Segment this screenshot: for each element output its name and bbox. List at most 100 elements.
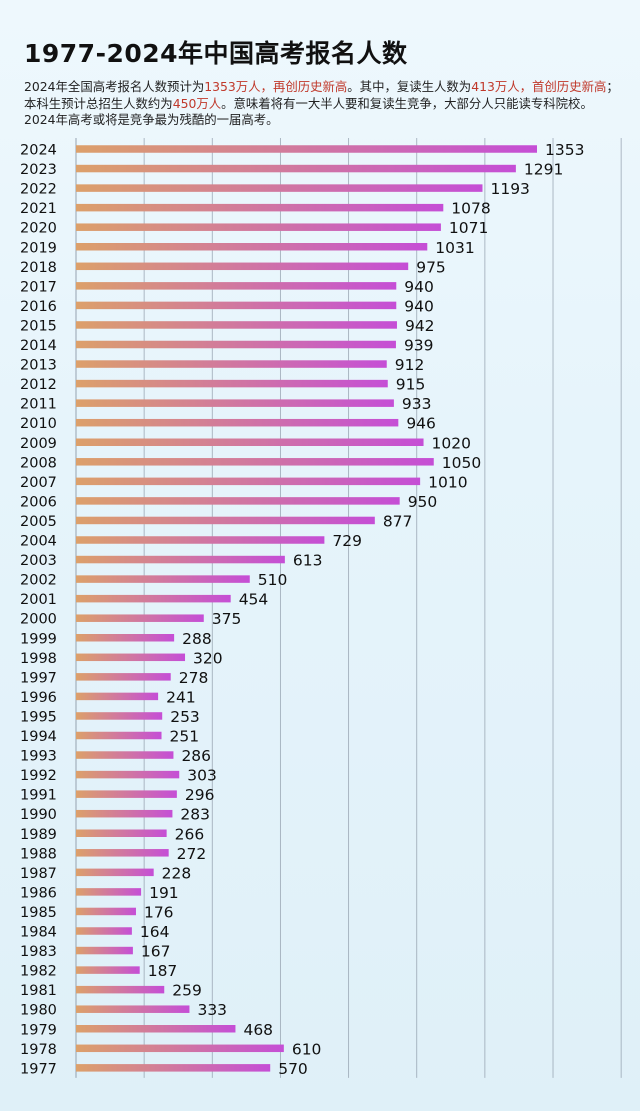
- year-label: 1987: [20, 866, 57, 882]
- bar: [76, 379, 388, 388]
- bar: [76, 399, 394, 407]
- bar: [76, 282, 397, 290]
- value-label: 1020: [432, 434, 471, 452]
- value-label: 610: [292, 1040, 322, 1058]
- desc-text-3: ；本科生预计总招生人数约为: [24, 79, 619, 111]
- year-label: 2019: [20, 240, 57, 256]
- value-label: 333: [197, 1001, 227, 1019]
- value-label: 613: [293, 552, 323, 570]
- value-label: 272: [177, 845, 207, 863]
- year-label: 2010: [20, 416, 57, 432]
- year-label: 1979: [20, 1022, 57, 1038]
- bar: [76, 301, 397, 310]
- value-label: 1031: [435, 239, 474, 257]
- value-label: 286: [181, 747, 211, 765]
- value-label: 283: [180, 806, 210, 824]
- value-label: 296: [185, 786, 215, 804]
- year-label: 2009: [20, 436, 57, 452]
- year-label: 2006: [20, 494, 57, 510]
- year-label: 1978: [20, 1042, 57, 1058]
- value-label: 251: [170, 728, 200, 746]
- bar: [76, 536, 325, 544]
- bar: [76, 438, 424, 446]
- value-label: 942: [405, 317, 435, 335]
- year-label: 2005: [20, 514, 57, 530]
- value-label: 939: [404, 337, 434, 355]
- year-label: 1989: [20, 827, 57, 843]
- value-label: 1050: [442, 454, 481, 472]
- bar: [76, 907, 136, 916]
- year-label: 2013: [20, 358, 57, 374]
- desc-highlight-3: 450万人: [172, 95, 222, 111]
- bar: [76, 966, 140, 974]
- year-label: 2007: [20, 475, 57, 491]
- year-label: 1992: [20, 768, 57, 784]
- value-label: 940: [404, 278, 434, 296]
- bar: [76, 985, 165, 994]
- year-label: 2021: [20, 201, 57, 217]
- year-label: 2001: [20, 592, 57, 608]
- year-label: 2020: [20, 221, 57, 237]
- year-label: 2002: [20, 573, 57, 589]
- value-label: 950: [408, 493, 438, 511]
- year-label: 1996: [20, 690, 57, 706]
- year-label: 2012: [20, 377, 57, 393]
- year-label: 1983: [20, 944, 57, 960]
- desc-highlight-2: 413万人，首创历史新高: [471, 79, 607, 94]
- chart-description: 2024年全国高考报名人数预计为1353万人，再创历史新高。其中，复读生人数为4…: [24, 79, 624, 129]
- value-label: 1291: [524, 161, 563, 179]
- year-label: 2018: [20, 260, 57, 276]
- bar: [76, 712, 163, 720]
- bar: [76, 203, 444, 212]
- bar: [76, 458, 434, 466]
- value-label: 940: [404, 297, 434, 315]
- year-label: 2011: [20, 397, 57, 413]
- year-label: 1988: [20, 846, 57, 862]
- bar: [76, 946, 133, 955]
- bar: [76, 321, 397, 329]
- year-label: 2004: [20, 534, 57, 550]
- year-label: 1986: [20, 885, 57, 901]
- value-label: 228: [162, 864, 192, 882]
- bar: [76, 673, 171, 681]
- bar: [76, 555, 285, 564]
- bar: [76, 575, 250, 583]
- desc-highlight-1: 1353万人，再创历史新高: [204, 79, 348, 94]
- bar: [76, 594, 231, 603]
- year-label: 1994: [20, 729, 57, 745]
- year-label: 1991: [20, 788, 57, 804]
- bar: [76, 614, 204, 622]
- bar: [76, 692, 159, 701]
- year-label: 1993: [20, 749, 57, 765]
- year-label: 1999: [20, 631, 57, 647]
- desc-text-4: 。意味着将有一大半人要和复读生竞争，大部分人只能读专科院校。2024年高考或将是…: [24, 95, 593, 128]
- value-label: 915: [396, 376, 426, 394]
- value-label: 266: [175, 825, 205, 843]
- value-label: 1071: [449, 219, 488, 237]
- bar: [76, 653, 186, 662]
- value-label: 933: [402, 395, 432, 413]
- bar: [76, 770, 180, 779]
- year-label: 2023: [20, 162, 57, 178]
- value-label: 454: [239, 591, 269, 609]
- bar: [76, 1025, 236, 1033]
- year-label: 1984: [20, 925, 57, 941]
- value-label: 253: [170, 708, 200, 726]
- value-label: 468: [243, 1021, 273, 1039]
- bar: [76, 731, 162, 740]
- desc-text-1: 2024年全国高考报名人数预计为: [24, 79, 205, 94]
- value-label: 320: [193, 649, 223, 667]
- year-label: 1998: [20, 651, 57, 667]
- value-label: 912: [395, 356, 425, 374]
- value-label: 288: [182, 630, 212, 648]
- bar: [76, 164, 516, 173]
- value-label: 570: [278, 1060, 308, 1078]
- bar: [76, 809, 173, 818]
- value-label: 510: [258, 571, 288, 589]
- bar: [76, 868, 154, 877]
- year-label: 2017: [20, 279, 57, 295]
- desc-text-2: 。其中，复读生人数为: [347, 79, 472, 94]
- bar: [76, 1064, 271, 1072]
- bar: [76, 790, 177, 798]
